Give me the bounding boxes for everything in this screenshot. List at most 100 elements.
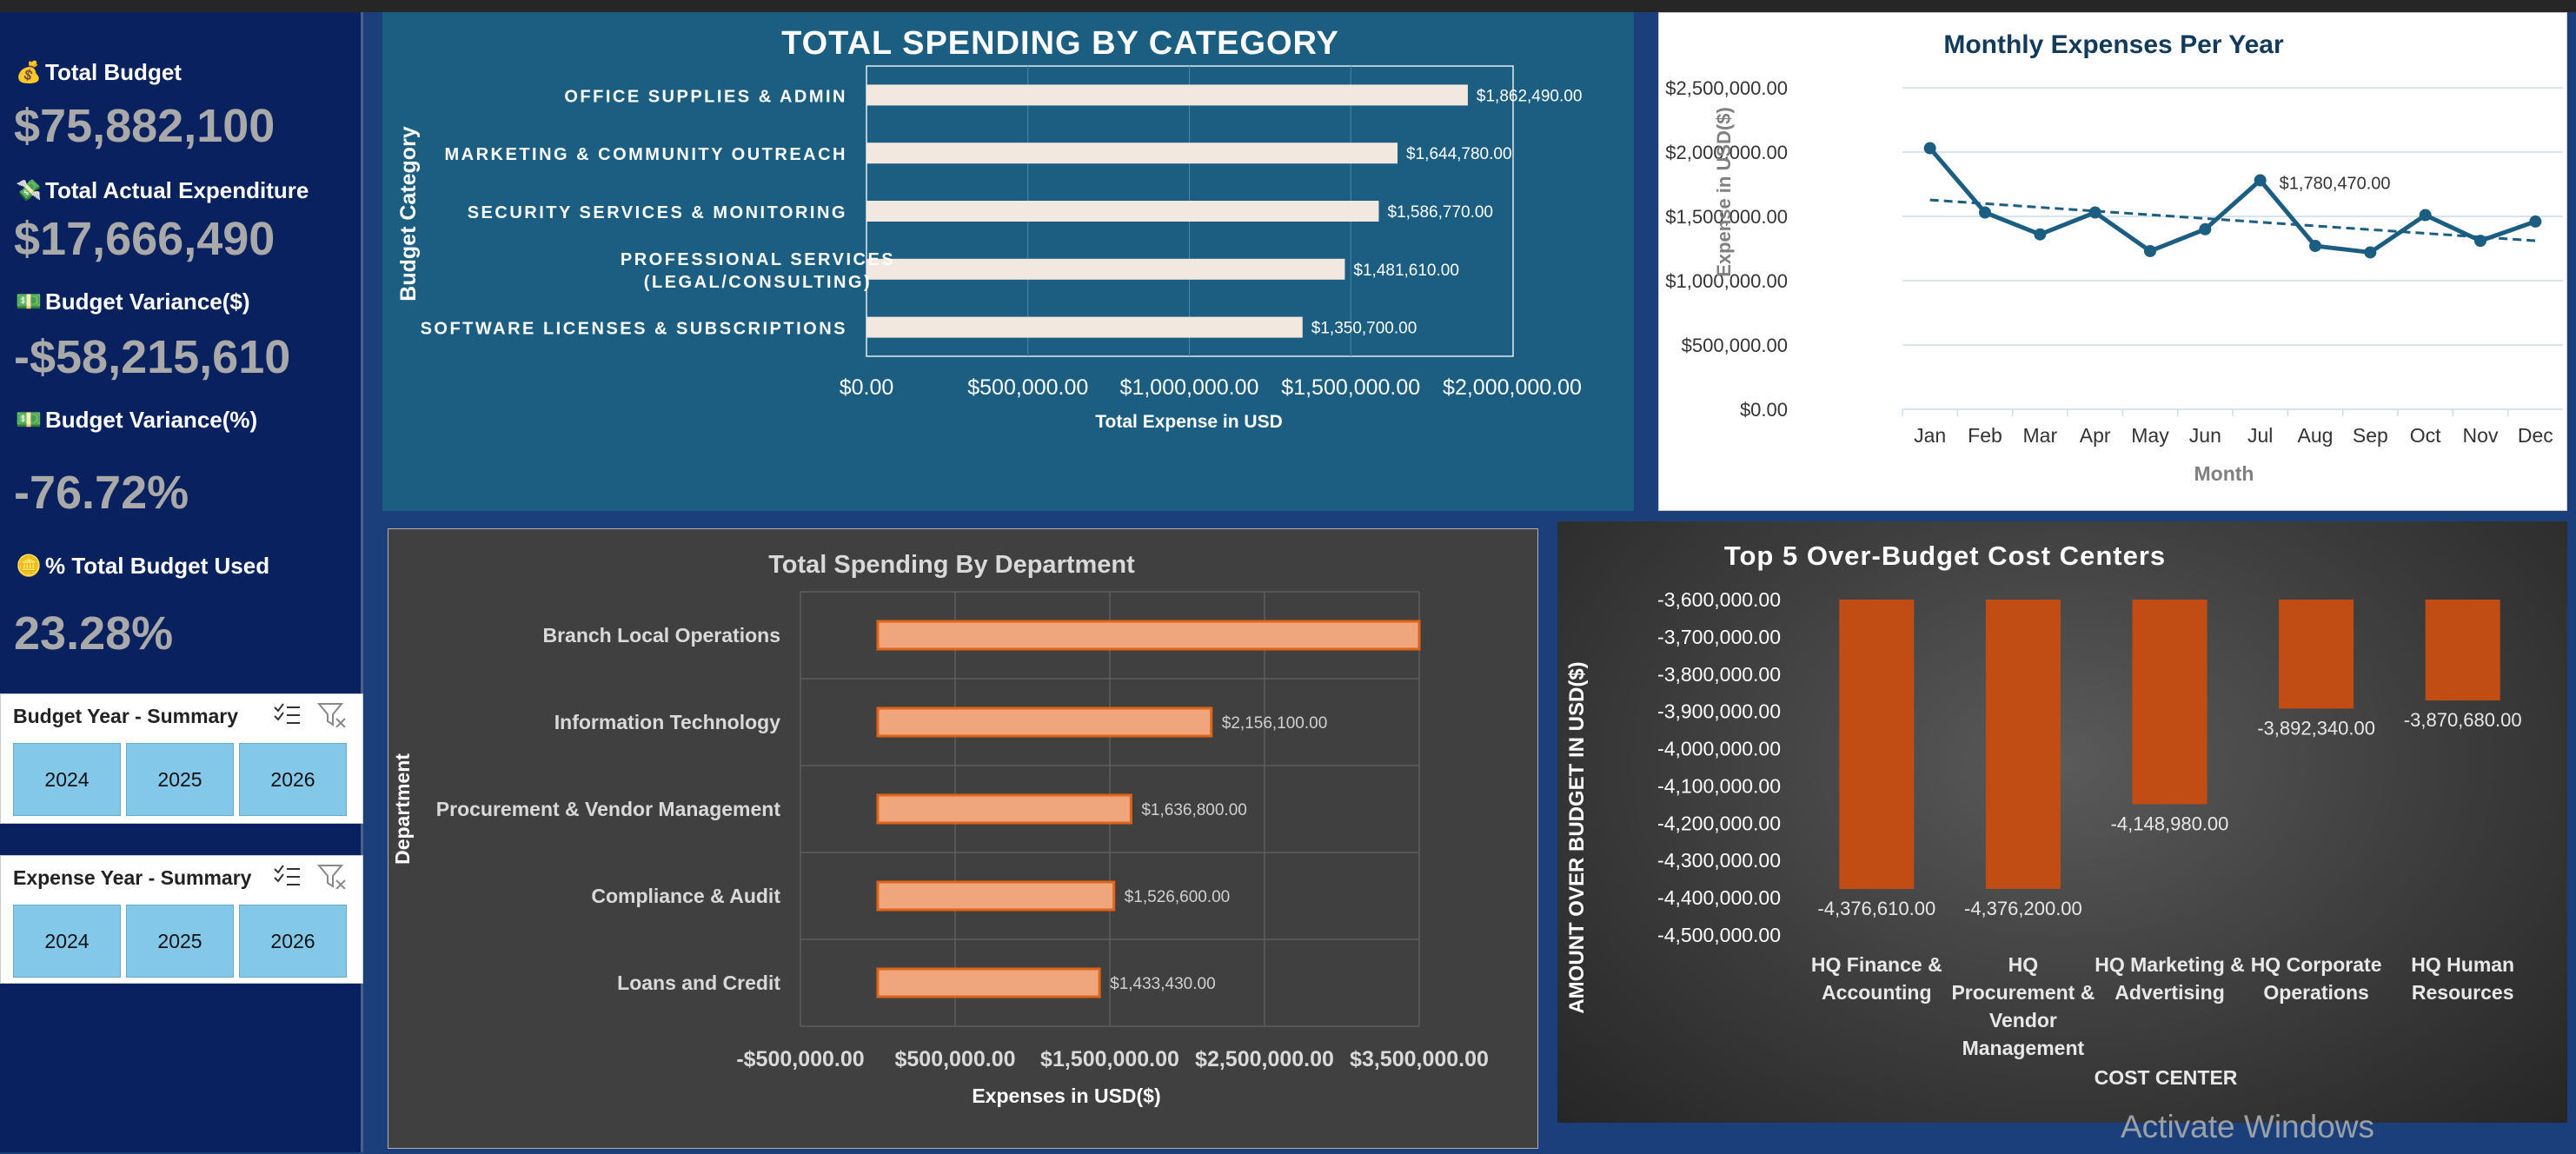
x-tick-label: $3,500,000.00 (1350, 1047, 1489, 1071)
y-tick-label: -4,400,000.00 (1657, 886, 1781, 909)
slicer-item-2024[interactable]: 2024 (13, 743, 121, 816)
bar (1985, 600, 2061, 889)
category-label: SOFTWARE LICENSES & SUBSCRIPTIONS (421, 320, 847, 339)
y-axis-title: Expense in USD($) (1713, 107, 1735, 277)
x-tick-label: Mar (2023, 424, 2058, 447)
data-label: $2,156,100.00 (1222, 714, 1328, 733)
slicer-title: Expense Year - Summary (13, 866, 252, 889)
data-label: $1,644,780.00 (1406, 145, 1512, 163)
y-tick-label: -3,900,000.00 (1657, 700, 1781, 723)
data-label: -4,376,200.00 (1964, 898, 2082, 919)
bar (876, 967, 1101, 998)
total-actual-value: $17,666,490 (14, 213, 276, 265)
bar (2132, 600, 2208, 805)
y-tick-label: $500,000.00 (1682, 335, 1788, 356)
chart-title: Total Spending By Department (768, 551, 1135, 579)
chart-title: Monthly Expenses Per Year (1943, 30, 2284, 59)
slicer-item-2024[interactable]: 2024 (13, 905, 121, 978)
y-tick-label: $1,500,000.00 (1665, 206, 1788, 228)
dollar-bill-icon: 💵 (16, 408, 42, 432)
monthly-chart[interactable]: Monthly Expenses Per Year $0.00 $500,000.0… (1658, 12, 2567, 511)
data-point (1923, 142, 1936, 155)
y-axis-title: Department (391, 753, 414, 865)
multi-select-icon[interactable] (272, 701, 302, 727)
x-tick-label: Aug (2298, 424, 2334, 447)
department-chart-svg: Total Spending By Department -$500,000.00… (391, 551, 1489, 1107)
overbudget-chart-svg: Top 5 Over-Budget Cost Centers -3,600,000… (1565, 541, 2522, 1089)
data-point (2364, 246, 2377, 259)
x-tick-label: Jun (2189, 424, 2221, 447)
multi-select-icon[interactable] (272, 863, 302, 889)
variance-usd-value: -$58,215,610 (14, 331, 291, 383)
y-tick-label: -4,200,000.00 (1657, 812, 1781, 834)
expense-year-slicer: Expense Year - Summary 2024 2025 2026 (0, 855, 363, 984)
slicer-item-2026[interactable]: 2026 (239, 905, 347, 978)
x-tick-label: Nov (2463, 424, 2499, 447)
category-chart[interactable]: TOTAL SPENDING BY CATEGORY $0.00 $500,000.… (382, 12, 1634, 511)
department-chart[interactable]: Total Spending By Department -$500,000.00… (388, 528, 1538, 1149)
x-tick-label: $1,500,000.00 (1281, 375, 1420, 400)
bar (2425, 600, 2500, 701)
data-point (2199, 222, 2212, 235)
x-axis-title: Expenses in USD($) (972, 1084, 1160, 1107)
x-tick-label: -$500,000.00 (736, 1047, 864, 1071)
variance-pct-label: 💵 Budget Variance(%) (16, 407, 258, 433)
data-point (2309, 240, 2321, 253)
x-tick-label: $500,000.00 (967, 375, 1088, 400)
trendline (1929, 198, 2536, 242)
variance-pct-value: -76.72% (14, 467, 189, 519)
clear-filter-icon[interactable] (317, 863, 347, 889)
x-axis-title: Month (2194, 462, 2254, 485)
y-tick-label: $1,000,000.00 (1665, 270, 1788, 292)
x-tick-label: Oct (2410, 424, 2441, 447)
data-point (2144, 244, 2156, 257)
activate-windows-watermark: Activate Windows (2121, 1109, 2374, 1144)
category-label: HQ Finance & (1811, 953, 1942, 976)
y-tick-label: $2,000,000.00 (1665, 142, 1788, 163)
slicer-item-2025[interactable]: 2025 (126, 905, 234, 978)
data-label: -4,376,610.00 (1817, 898, 1935, 919)
category-label: HQ (2008, 953, 2039, 976)
y-tick-label: -4,500,000.00 (1657, 924, 1781, 946)
budget-year-slicer: Budget Year - Summary 2024 2025 2026 (0, 693, 363, 824)
data-point (2088, 206, 2101, 219)
category-chart-svg: TOTAL SPENDING BY CATEGORY $0.00 $500,000.… (396, 25, 1583, 432)
x-tick-label: Dec (2518, 424, 2553, 447)
category-label: HQ Marketing & (2095, 953, 2245, 976)
category-label: PROFESSIONAL SERVICES (621, 250, 895, 269)
category-label: Accounting (1822, 981, 1932, 1004)
data-label: $1,862,490.00 (1477, 87, 1583, 105)
y-tick-label: -3,700,000.00 (1657, 626, 1781, 648)
overbudget-chart[interactable]: Top 5 Over-Budget Cost Centers -3,600,000… (1557, 521, 2567, 1123)
coin-icon: 🪙 (16, 554, 42, 578)
data-point (2474, 235, 2486, 248)
slicer-item-2025[interactable]: 2025 (126, 743, 234, 816)
y-tick-label: -4,000,000.00 (1657, 738, 1781, 760)
x-tick-label: $1,500,000.00 (1040, 1047, 1179, 1071)
series-line (1928, 146, 2537, 255)
total-actual-label: 💸 Total Actual Expenditure (16, 177, 309, 203)
data-label: $1,433,430.00 (1110, 975, 1216, 993)
category-label: (LEGAL/CONSULTING) (644, 273, 872, 292)
y-tick-label: -4,100,000.00 (1657, 774, 1781, 797)
data-label: $1,636,800.00 (1141, 801, 1247, 819)
category-label: Compliance & Audit (591, 885, 780, 907)
data-label: $1,780,470.00 (2280, 174, 2391, 193)
y-axis-title: Budget Category (396, 126, 421, 302)
monthly-chart-svg: Monthly Expenses Per Year $0.00 $500,000.0… (1665, 30, 2563, 485)
x-axis-title: COST CENTER (2095, 1066, 2238, 1089)
data-label: -3,892,340.00 (2257, 717, 2375, 739)
x-tick-label: Feb (1968, 424, 2002, 447)
y-tick-label: -3,600,000.00 (1657, 588, 1781, 611)
slicer-item-2026[interactable]: 2026 (239, 743, 347, 816)
bar (866, 201, 1379, 222)
bar (876, 620, 1421, 651)
category-label: Branch Local Operations (542, 624, 780, 647)
clear-filter-icon[interactable] (317, 701, 347, 727)
x-tick-label: Sep (2353, 424, 2388, 447)
category-label: MARKETING & COMMUNITY OUTREACH (444, 145, 847, 164)
y-tick-label: -4,300,000.00 (1657, 849, 1781, 872)
category-label: HQ Human (2411, 953, 2514, 976)
money-wings-icon: 💸 (16, 179, 42, 202)
data-label: -4,148,980.00 (2111, 812, 2229, 834)
